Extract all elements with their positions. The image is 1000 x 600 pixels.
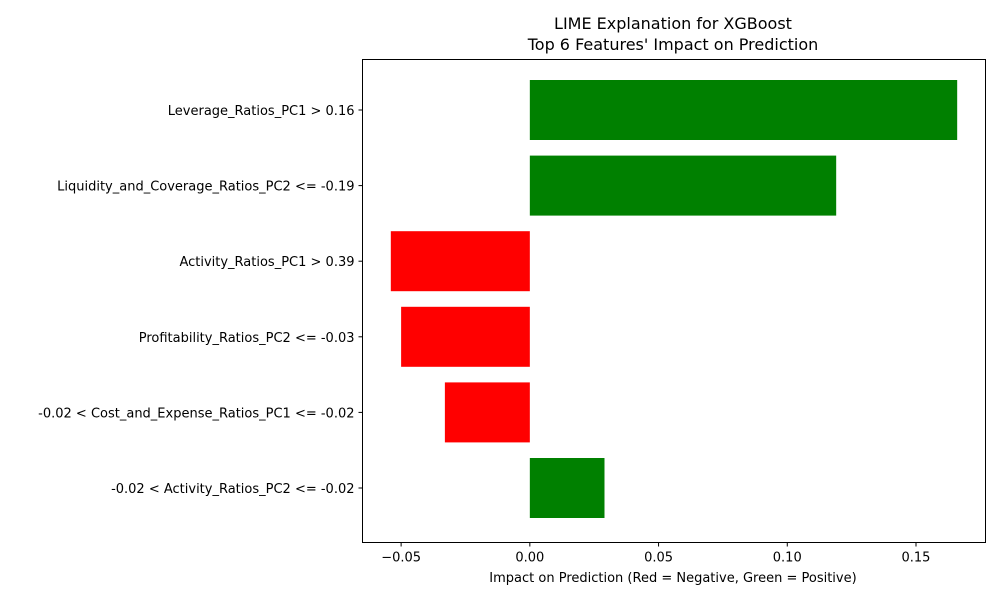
plot-frame <box>362 59 986 543</box>
bar-6 <box>529 458 605 518</box>
y-tick-label: Liquidity_and_Coverage_Ratios_PC2 <= -0.… <box>57 180 354 195</box>
x-axis-label: Impact on Prediction (Red = Negative, Gr… <box>489 571 856 586</box>
bar-4 <box>401 306 530 367</box>
chart-title-line-1: LIME Explanation for XGBoost <box>554 14 792 33</box>
y-tick-label: Activity_Ratios_PC1 > 0.39 <box>179 255 354 270</box>
x-tick-label: 0.05 <box>644 551 673 566</box>
x-tick-label: 0.00 <box>515 551 544 566</box>
bar-3 <box>390 231 530 292</box>
chart-title-line-2: Top 6 Features' Impact on Prediction <box>527 35 819 54</box>
y-tick-label: Leverage_Ratios_PC1 > 0.16 <box>168 104 355 119</box>
x-axis-ticks: −0.05 0.00 0.05 0.10 0.15 <box>381 542 931 566</box>
y-tick-label: -0.02 < Cost_and_Expense_Ratios_PC1 <= -… <box>38 406 354 421</box>
chart-title: LIME Explanation for XGBoost Top 6 Featu… <box>527 14 819 54</box>
x-tick-label: 0.15 <box>902 551 931 566</box>
x-tick-label: 0.10 <box>773 551 802 566</box>
y-tick-label: -0.02 < Activity_Ratios_PC2 <= -0.02 <box>111 482 354 497</box>
bar-1 <box>529 80 958 140</box>
bar-5 <box>444 382 530 443</box>
y-tick-labels: Leverage_Ratios_PC1 > 0.16 Liquidity_and_… <box>38 104 363 497</box>
bars-layer <box>390 80 958 518</box>
y-tick-label: Profitability_Ratios_PC2 <= -0.03 <box>139 331 355 346</box>
x-tick-label: −0.05 <box>381 551 421 566</box>
bar-2 <box>529 155 837 216</box>
